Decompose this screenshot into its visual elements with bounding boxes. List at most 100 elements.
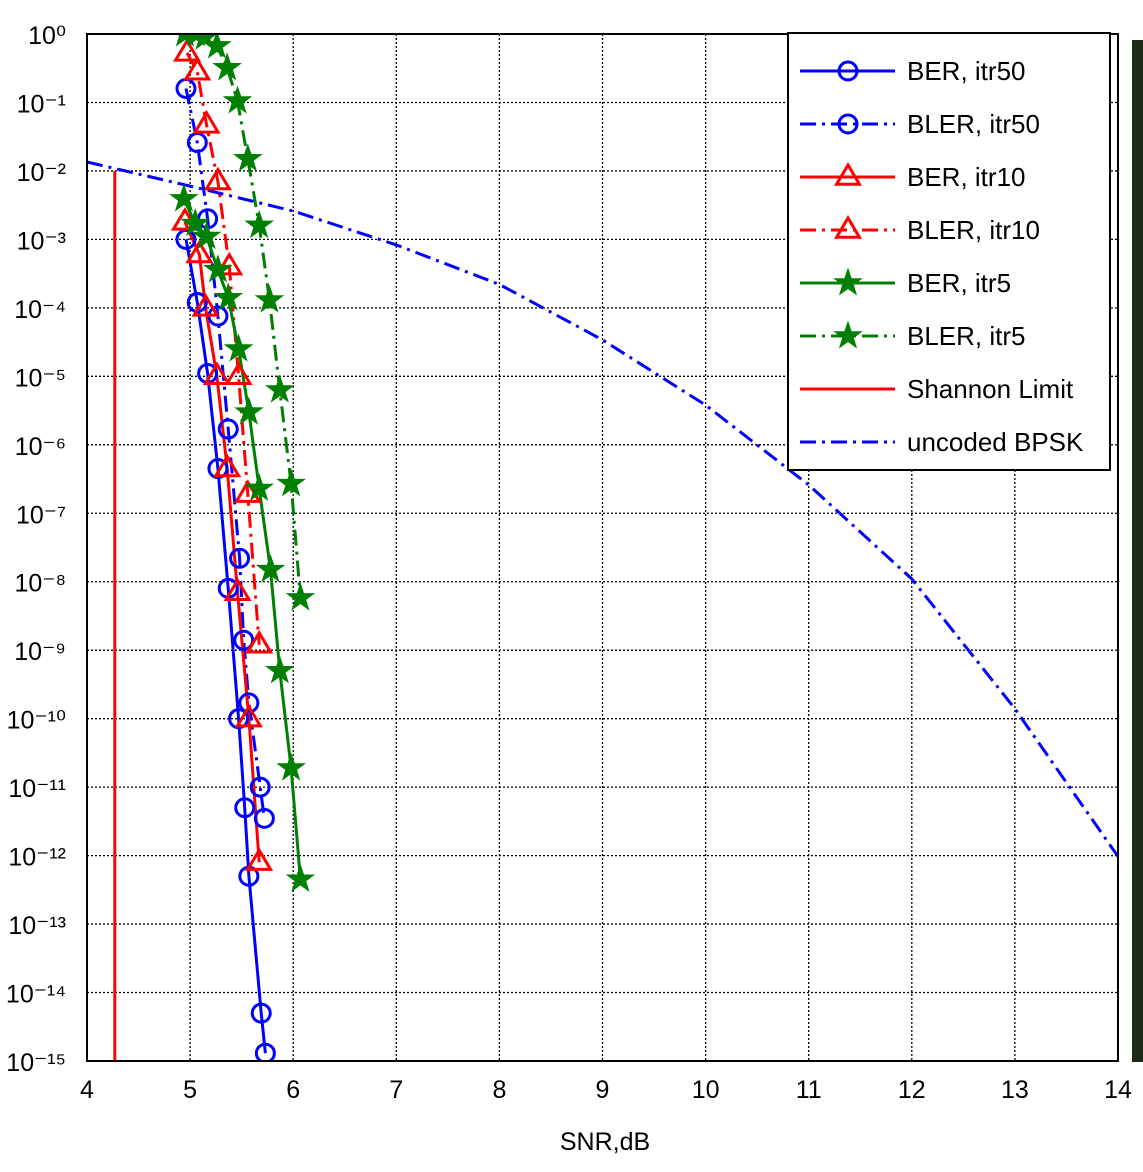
marker bbox=[175, 34, 195, 47]
marker bbox=[229, 547, 251, 569]
legend-label: Shannon Limit bbox=[907, 374, 1074, 404]
marker bbox=[233, 143, 263, 172]
marker bbox=[250, 1002, 272, 1024]
y-tick-label: 10⁻¹⁴ bbox=[6, 981, 66, 1009]
legend-label: BLER, itr10 bbox=[907, 215, 1040, 245]
legend-marker bbox=[833, 267, 863, 296]
x-tick-label: 6 bbox=[286, 1076, 300, 1104]
marker bbox=[224, 361, 253, 386]
marker bbox=[203, 166, 232, 191]
y-tick-label: 10⁻¹¹ bbox=[8, 775, 66, 803]
marker bbox=[213, 453, 242, 478]
legend-label: BER, itr50 bbox=[907, 56, 1026, 86]
legend-label: BLER, itr5 bbox=[907, 321, 1026, 351]
marker bbox=[217, 418, 239, 440]
series-line bbox=[185, 52, 261, 645]
legend-marker bbox=[837, 113, 859, 135]
legend-box bbox=[787, 32, 1111, 471]
marker bbox=[215, 251, 244, 276]
marker bbox=[207, 458, 229, 480]
marker bbox=[169, 183, 199, 212]
plot-frame bbox=[86, 33, 1119, 1062]
marker bbox=[249, 776, 271, 798]
marker bbox=[234, 797, 256, 819]
background-strip bbox=[1132, 40, 1143, 1062]
marker bbox=[276, 752, 306, 781]
series-line bbox=[183, 221, 261, 863]
marker bbox=[228, 708, 250, 730]
x-tick-label: 13 bbox=[1001, 1076, 1029, 1104]
y-tick-label: 10⁻² bbox=[17, 159, 66, 187]
y-tick-label: 10⁻¹⁰ bbox=[7, 707, 66, 735]
legend-label: uncoded BPSK bbox=[907, 427, 1084, 457]
marker bbox=[213, 282, 244, 311]
x-axis-label: SNR,dB bbox=[560, 1128, 650, 1156]
x-tick-label: 4 bbox=[80, 1076, 94, 1104]
y-tick-label: 10⁻¹² bbox=[8, 844, 66, 872]
x-tick-label: 5 bbox=[183, 1076, 197, 1104]
marker bbox=[265, 655, 295, 684]
marker bbox=[254, 284, 285, 313]
marker bbox=[253, 807, 275, 829]
x-tick-label: 12 bbox=[898, 1076, 926, 1104]
plot-area bbox=[87, 34, 1118, 1061]
marker bbox=[238, 692, 260, 714]
marker bbox=[222, 85, 253, 114]
x-tick-label: 14 bbox=[1104, 1076, 1132, 1104]
y-tick-label: 10⁻⁴ bbox=[14, 296, 66, 324]
marker bbox=[223, 333, 254, 362]
marker bbox=[172, 37, 202, 62]
x-tick-label: 8 bbox=[492, 1076, 506, 1104]
marker bbox=[212, 52, 242, 81]
x-tick-label: 7 bbox=[389, 1076, 403, 1104]
y-tick-label: 10⁻¹³ bbox=[8, 912, 66, 940]
y-tick-label: 10⁻⁶ bbox=[15, 433, 66, 461]
marker bbox=[233, 629, 255, 651]
marker bbox=[191, 292, 220, 317]
y-tick-label: 10⁻⁸ bbox=[14, 570, 66, 598]
marker bbox=[203, 254, 233, 283]
marker bbox=[245, 629, 274, 654]
y-tick-label: 10⁻⁷ bbox=[16, 501, 66, 529]
y-tick-label: 10⁻⁵ bbox=[15, 364, 66, 392]
marker bbox=[192, 109, 221, 134]
marker bbox=[255, 554, 286, 583]
marker bbox=[254, 1042, 276, 1061]
legend-marker bbox=[833, 320, 863, 349]
marker bbox=[202, 361, 231, 386]
x-tick-label: 10 bbox=[692, 1076, 720, 1104]
marker bbox=[285, 582, 316, 611]
series-line bbox=[87, 160, 1118, 858]
marker bbox=[202, 34, 232, 59]
marker bbox=[234, 703, 263, 728]
y-tick-label: 10⁻¹ bbox=[17, 90, 66, 118]
y-tick-label: 10⁰ bbox=[28, 22, 66, 50]
marker bbox=[234, 396, 264, 425]
marker bbox=[245, 847, 274, 871]
legend-label: BLER, itr50 bbox=[907, 109, 1040, 139]
marker bbox=[185, 239, 214, 264]
marker bbox=[265, 374, 295, 403]
legend-marker bbox=[837, 60, 859, 82]
marker bbox=[183, 56, 212, 81]
legend-label: BER, itr10 bbox=[907, 162, 1026, 192]
legend-label: BER, itr5 bbox=[907, 268, 1011, 298]
legend: BER, itr50 BLER, itr50 BER, itr10 BLER, itr… bbox=[787, 32, 1111, 471]
marker bbox=[180, 208, 211, 237]
x-tick-label: 11 bbox=[796, 1076, 822, 1104]
legend-marker bbox=[833, 215, 863, 239]
y-tick-label: 10⁻³ bbox=[17, 227, 66, 255]
marker bbox=[191, 221, 222, 250]
marker bbox=[244, 209, 274, 239]
marker bbox=[244, 472, 274, 502]
series-line bbox=[184, 239, 267, 1054]
x-tick-label: 9 bbox=[596, 1076, 610, 1104]
y-tick-label: 10⁻⁹ bbox=[14, 638, 66, 666]
marker bbox=[276, 468, 306, 497]
series-line bbox=[184, 88, 266, 819]
y-tick-label: 10⁻¹⁵ bbox=[6, 1049, 66, 1077]
marker bbox=[285, 863, 316, 892]
marker bbox=[223, 577, 252, 602]
